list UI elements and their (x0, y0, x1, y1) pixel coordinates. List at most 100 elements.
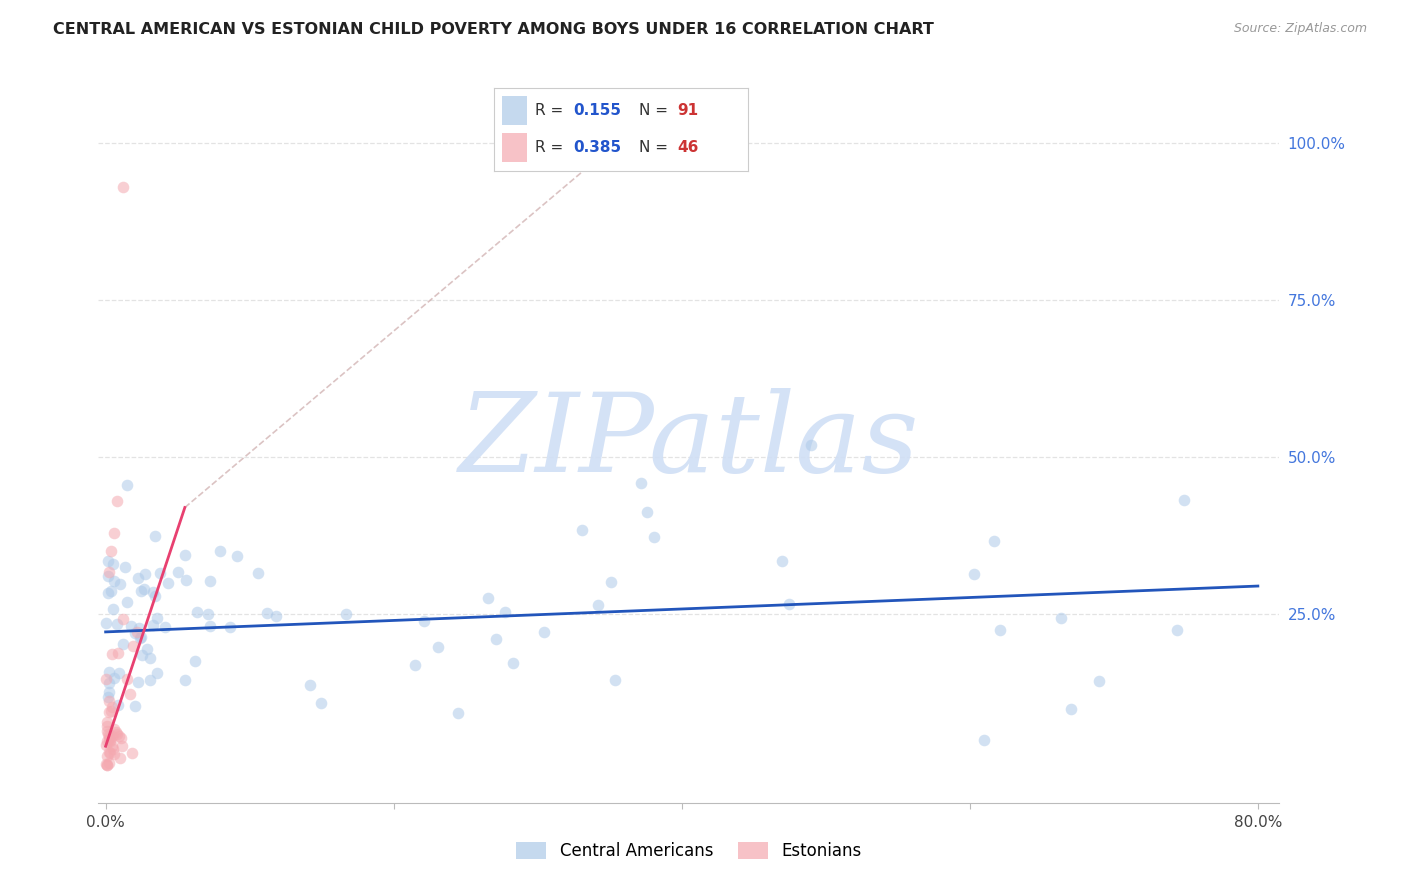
Point (122, 639, 145, 653)
Point (167, 565, 190, 579)
Point (97, 690, 120, 704)
Point (107, 698, 129, 712)
Point (1059, 701, 1081, 715)
Point (132, 582, 155, 596)
Point (96, 672, 118, 686)
Point (103, 722, 125, 736)
Point (200, 574, 222, 589)
Point (111, 612, 134, 626)
Point (502, 657, 524, 671)
Point (1088, 674, 1111, 689)
Point (218, 619, 240, 633)
Point (174, 574, 197, 588)
Point (110, 731, 132, 745)
Point (145, 610, 167, 624)
Point (588, 599, 610, 613)
Point (97, 727, 120, 741)
Point (135, 641, 157, 656)
Point (198, 619, 221, 633)
Point (101, 557, 124, 571)
Point (98, 734, 121, 748)
Point (157, 575, 180, 590)
Point (98, 745, 121, 759)
Point (96, 757, 118, 772)
Point (124, 625, 146, 640)
Text: CENTRAL AMERICAN VS ESTONIAN CHILD POVERTY AMONG BOYS UNDER 16 CORRELATION CHART: CENTRAL AMERICAN VS ESTONIAN CHILD POVER… (53, 22, 935, 37)
Point (124, 698, 146, 713)
Point (101, 742, 124, 756)
Point (129, 631, 152, 645)
Point (139, 673, 162, 687)
Point (98, 733, 121, 747)
Point (1166, 624, 1188, 638)
Point (630, 476, 652, 491)
Point (100, 705, 122, 719)
Legend: Central Americans, Estonians: Central Americans, Estonians (509, 835, 869, 867)
Point (98, 685, 121, 699)
Point (225, 549, 247, 563)
Point (96, 758, 118, 772)
Point (101, 729, 124, 743)
Point (142, 618, 165, 632)
Point (121, 746, 143, 760)
Point (264, 608, 287, 623)
Point (247, 566, 270, 580)
Point (533, 625, 555, 640)
Point (100, 583, 122, 598)
Point (108, 577, 131, 591)
Point (96, 738, 118, 752)
Point (127, 571, 149, 585)
Point (404, 658, 426, 673)
Point (973, 733, 995, 747)
Point (97, 585, 120, 599)
Point (142, 585, 165, 599)
Point (103, 574, 125, 589)
Point (105, 494, 128, 508)
Point (97, 731, 120, 746)
Point (111, 180, 134, 194)
Point (145, 666, 167, 681)
Point (197, 607, 219, 621)
Point (103, 747, 125, 761)
Point (494, 605, 516, 619)
Point (120, 619, 142, 633)
Point (335, 607, 357, 621)
Point (256, 606, 278, 620)
Point (118, 687, 141, 701)
Point (186, 605, 208, 619)
Point (413, 615, 436, 629)
Point (143, 589, 166, 603)
Point (101, 647, 124, 661)
Point (149, 566, 172, 581)
Point (108, 750, 131, 764)
Point (477, 591, 499, 605)
Point (105, 724, 128, 739)
Point (94, 756, 117, 771)
Point (97, 706, 120, 720)
Point (800, 438, 823, 452)
Point (127, 624, 149, 639)
Point (103, 671, 125, 685)
Point (96, 734, 118, 748)
Point (114, 559, 136, 574)
Point (963, 566, 986, 581)
Point (603, 673, 626, 687)
Point (100, 700, 122, 714)
Point (1173, 493, 1195, 508)
Point (107, 616, 129, 631)
Point (770, 554, 793, 568)
Point (111, 637, 134, 651)
Point (127, 675, 149, 690)
Point (599, 575, 621, 590)
Point (174, 673, 197, 687)
Point (485, 632, 508, 646)
Point (447, 706, 470, 721)
Point (983, 533, 1005, 548)
Text: ZIPatlas: ZIPatlas (458, 388, 920, 495)
Point (636, 505, 658, 519)
Point (98, 565, 121, 579)
Point (103, 602, 125, 616)
Point (117, 673, 139, 687)
Point (145, 529, 167, 543)
Point (427, 640, 450, 655)
